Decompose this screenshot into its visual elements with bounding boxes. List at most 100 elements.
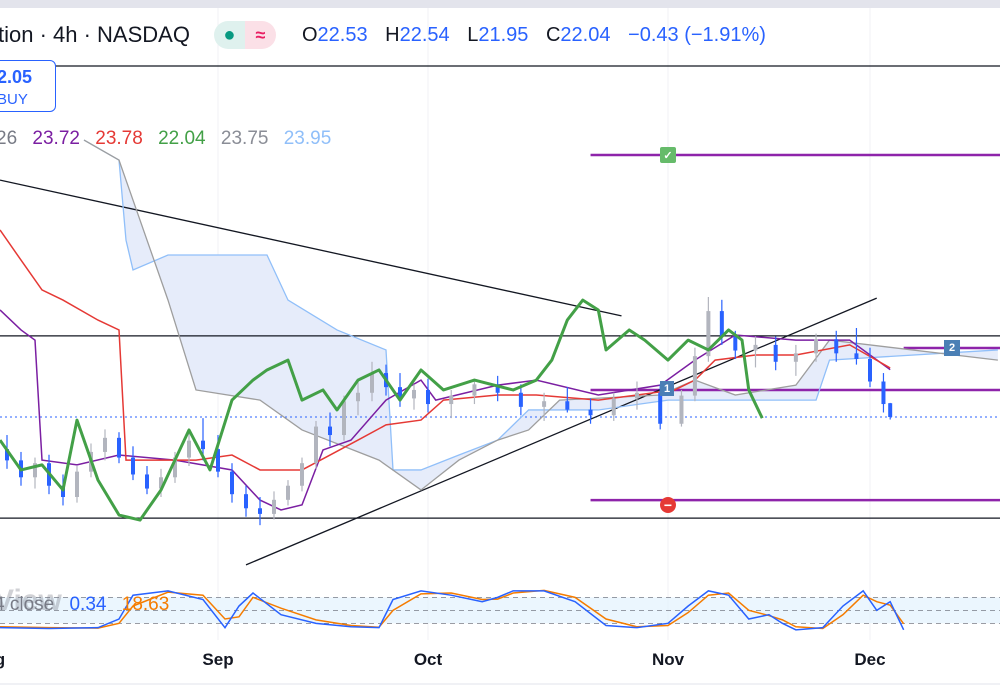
- candle-body: [679, 395, 684, 424]
- ichimoku-span-a-line: [83, 139, 998, 471]
- low-value: 21.95: [478, 23, 529, 46]
- candle-body: [145, 474, 149, 489]
- chart-header: tion · 4h · NASDAQ ● ≈ O22.53 H22.54 L21…: [0, 18, 778, 52]
- ichimoku-conversion-line: [0, 229, 891, 471]
- top-border: [0, 0, 1000, 8]
- candle-body: [201, 440, 205, 450]
- high-value: 22.54: [399, 23, 450, 46]
- candle-body: [472, 384, 477, 396]
- x-axis-label: Nov: [651, 650, 685, 669]
- candle-body: [187, 440, 191, 458]
- candle-body: [272, 499, 276, 514]
- ichimoku-value: 26: [0, 128, 18, 149]
- candle-body: [495, 384, 500, 393]
- candle-body: [103, 437, 107, 452]
- symbol-title[interactable]: tion · 4h · NASDAQ: [0, 22, 190, 47]
- ichimoku-span-b-line: [83, 139, 998, 491]
- candle-body: [773, 344, 778, 362]
- candle-body: [412, 389, 416, 399]
- close-label: C: [545, 23, 561, 46]
- candle-body: [733, 336, 738, 351]
- candle-body: [814, 339, 819, 354]
- entry-marker-1[interactable]: 1: [660, 381, 674, 396]
- candle-body: [286, 485, 290, 500]
- buy-label: BUY: [0, 91, 28, 108]
- candle-body: [244, 494, 248, 509]
- candle-body: [314, 426, 318, 464]
- candle-body: [834, 339, 839, 354]
- candle-body: [518, 392, 523, 407]
- candle-body: [881, 381, 886, 405]
- ichimoku-value: 23.72: [32, 128, 80, 149]
- candle-body: [300, 463, 304, 486]
- market-open-dot-icon: ●: [213, 21, 245, 49]
- stop-loss-icon[interactable]: −: [660, 497, 676, 513]
- high-label: H: [385, 23, 400, 46]
- candle-body: [33, 463, 37, 478]
- market-status-badge[interactable]: ● ≈: [213, 21, 276, 49]
- candle-body: [5, 449, 9, 461]
- candle-body: [719, 311, 724, 337]
- candle-body: [230, 471, 234, 495]
- candle-body: [328, 426, 332, 436]
- x-axis-label: Sep: [202, 650, 234, 669]
- candle-body: [634, 392, 639, 399]
- ichimoku-cloud: [84, 140, 998, 490]
- candle-body: [216, 449, 220, 472]
- candle-body: [542, 401, 547, 407]
- trendline: [0, 179, 622, 317]
- ichimoku-values: 26 23.72 23.78 22.04 23.75 23.95: [0, 128, 341, 150]
- x-axis-label: Dec: [854, 650, 886, 669]
- candle-body: [258, 508, 262, 514]
- candle-body: [706, 311, 711, 357]
- stoch-k-line: [0, 589, 905, 631]
- candle-body: [426, 389, 430, 405]
- change-value: −0.43 (−1.91%): [628, 23, 766, 46]
- target-check-icon[interactable]: ✓: [660, 147, 676, 163]
- stochastic-legend: View 4 close 0.34 18.63: [0, 584, 179, 617]
- candle-body: [117, 437, 121, 458]
- candle-body: [611, 398, 616, 416]
- x-axis-label: Oct: [413, 650, 443, 669]
- candle-body: [793, 353, 798, 362]
- candle-body: [854, 353, 859, 359]
- candle-body: [658, 392, 663, 424]
- buy-button[interactable]: 2.05 BUY: [0, 60, 56, 112]
- trendline: [245, 297, 877, 566]
- buy-price: 2.05: [0, 67, 33, 87]
- candle-body: [131, 457, 135, 475]
- stoch-d-line: [0, 589, 905, 630]
- level-marker-2[interactable]: 2: [944, 340, 960, 356]
- ichimoku-value: 23.95: [283, 128, 332, 149]
- candle-body: [398, 387, 402, 399]
- close-value: 22.04: [560, 23, 611, 46]
- candle-body: [588, 409, 593, 416]
- watermark-logo: View: [0, 584, 62, 617]
- candle-body: [888, 403, 893, 417]
- candle-body: [753, 344, 758, 351]
- open-value: 22.53: [317, 23, 368, 46]
- candle-body: [159, 477, 163, 489]
- ichimoku-value: 23.78: [95, 128, 143, 149]
- candle-body: [75, 471, 79, 497]
- stoch-d-value: 18.63: [121, 594, 170, 615]
- ichimoku-value: 22.04: [158, 128, 206, 149]
- candle-body: [173, 457, 177, 478]
- low-label: L: [467, 23, 479, 46]
- candle-body: [342, 401, 346, 436]
- candle-body: [868, 358, 872, 382]
- candle-body: [356, 392, 360, 402]
- open-label: O: [301, 23, 318, 46]
- candle-body: [692, 356, 697, 396]
- stoch-k-value: 0.34: [69, 594, 107, 615]
- ohlc-readout: O22.53 H22.54 L21.95 C22.04 −0.43 (−1.91…: [302, 24, 778, 47]
- candle-body: [449, 395, 454, 405]
- stoch-name: 4 close: [0, 594, 55, 615]
- delayed-data-icon: ≈: [244, 21, 276, 49]
- candle-body: [370, 373, 374, 393]
- ichimoku-lagging-line: [0, 298, 764, 522]
- x-axis-label: g: [0, 650, 5, 670]
- candle-body: [565, 401, 570, 410]
- ichimoku-value: 23.75: [220, 128, 269, 149]
